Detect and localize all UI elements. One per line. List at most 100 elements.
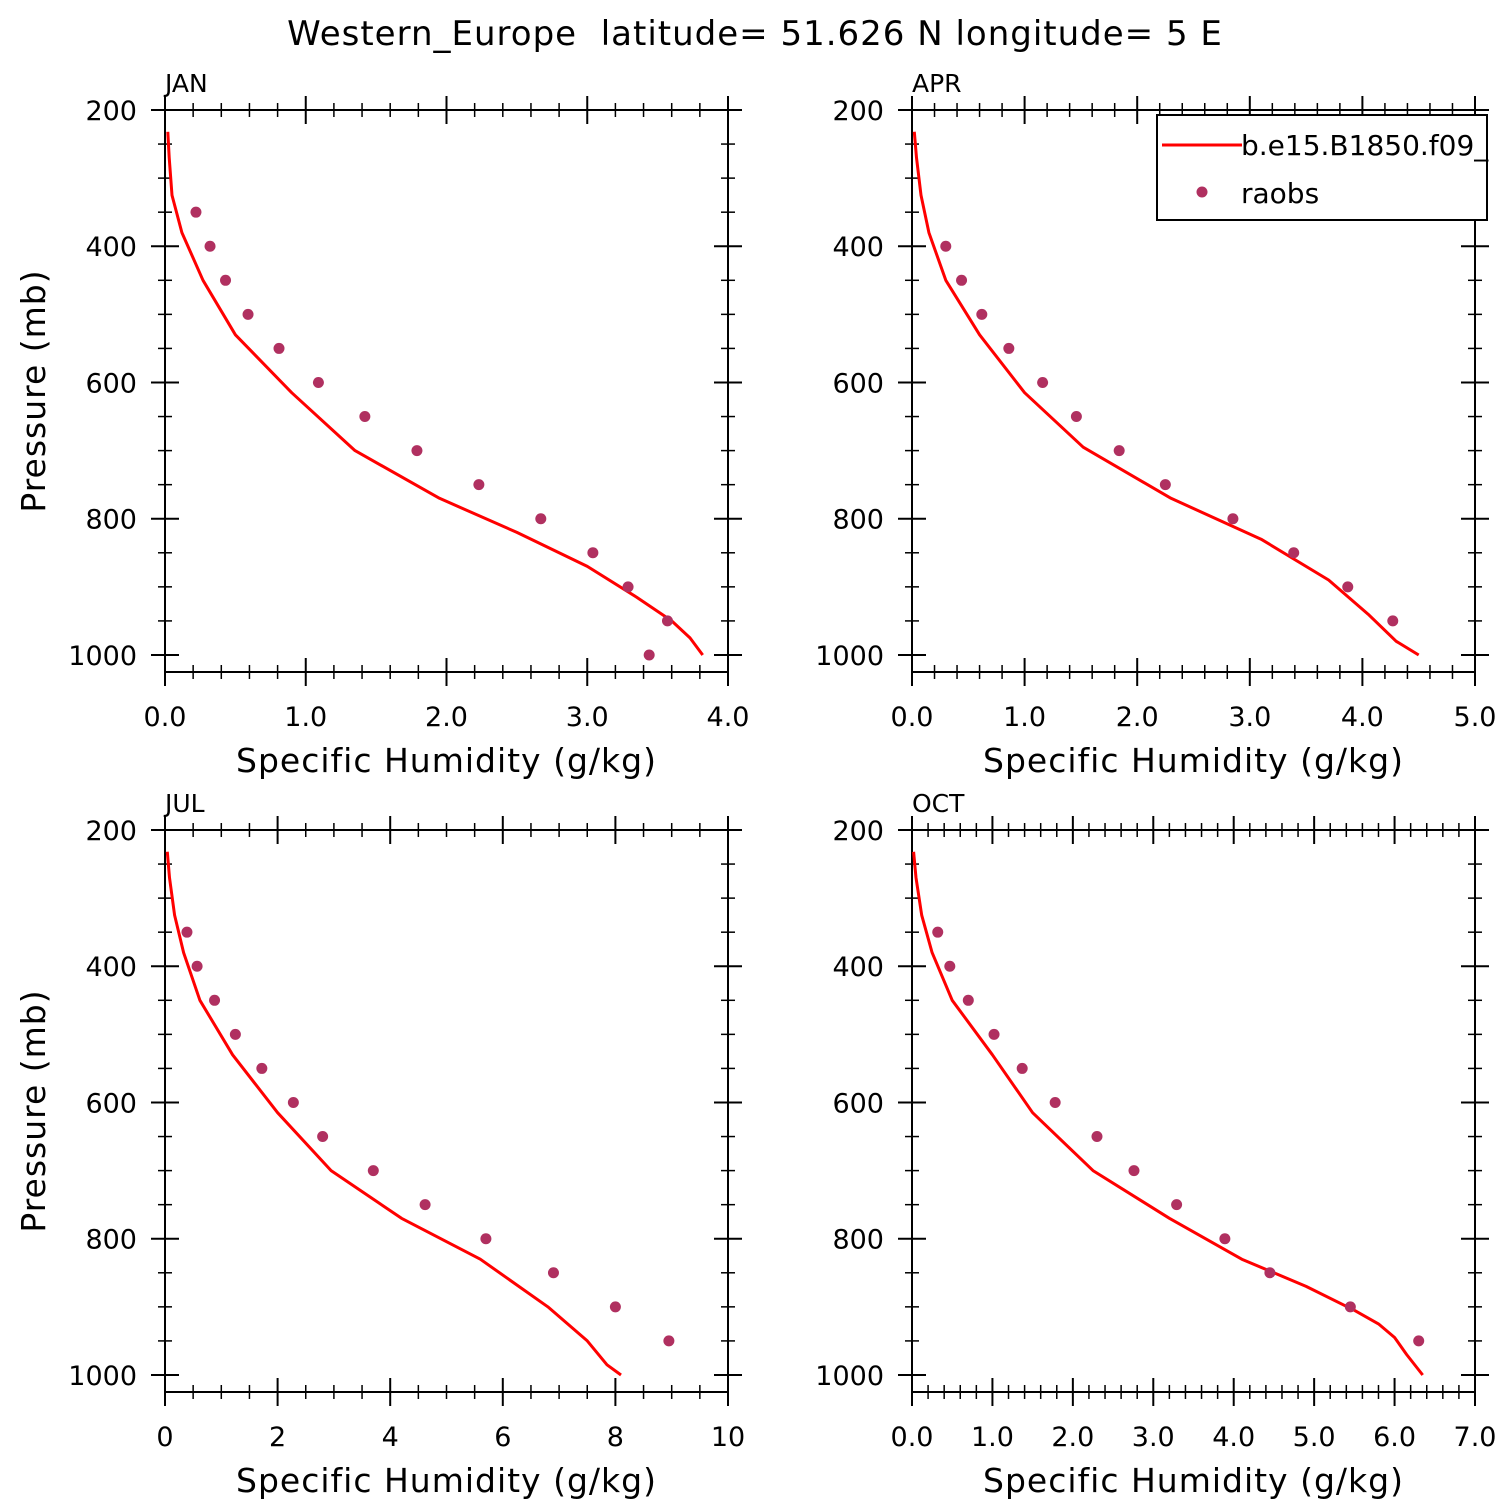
raobs-point xyxy=(663,1335,675,1347)
raobs-point xyxy=(181,926,193,938)
x-tick-label: 10 xyxy=(711,1422,745,1453)
x-tick-label: 1.0 xyxy=(1003,702,1046,733)
raobs-point xyxy=(1128,1165,1140,1177)
raobs-point xyxy=(242,308,254,320)
plot-frame xyxy=(911,109,1476,673)
raobs-point xyxy=(1159,479,1171,491)
raobs-point xyxy=(287,1096,299,1108)
y-tick-label: 1000 xyxy=(68,641,137,672)
model-profile-line xyxy=(912,131,1420,657)
y-tick-label: 800 xyxy=(832,1225,884,1256)
model-profile-line xyxy=(912,851,1424,1376)
x-tick-label: 4.0 xyxy=(707,702,750,733)
y-tick-label: 600 xyxy=(832,1088,884,1119)
y-tick-label: 800 xyxy=(85,505,137,536)
raobs-point xyxy=(190,206,202,218)
raobs-point xyxy=(609,1301,621,1313)
x-axis-label: Specific Humidity (g/kg) xyxy=(236,741,657,780)
panel-jul: JUL 200 400 600 800 1000 0 2 4 6 8 10 Specific Humid… xyxy=(14,789,745,1500)
y-tick-label: 1000 xyxy=(815,1361,884,1392)
raobs-point xyxy=(1016,1062,1028,1074)
raobs-point xyxy=(359,411,371,423)
y-tick-label: 600 xyxy=(832,368,884,399)
x-tick-label: 5.0 xyxy=(1454,702,1497,733)
x-tick-label: 8 xyxy=(607,1422,624,1453)
raobs-point xyxy=(1264,1267,1276,1279)
raobs-point xyxy=(1091,1131,1103,1143)
raobs-point xyxy=(988,1028,1000,1040)
y-tick-label: 600 xyxy=(85,368,137,399)
raobs-point xyxy=(587,547,599,559)
raobs-point xyxy=(1288,547,1300,559)
x-tick-label: 3.0 xyxy=(566,702,609,733)
y-tick-label: 200 xyxy=(85,816,137,847)
figure-title: Western_Europe latitude= 51.626 N longit… xyxy=(287,14,1223,54)
x-tick-label: 6 xyxy=(494,1422,511,1453)
x-tick-label: 4 xyxy=(382,1422,399,1453)
raobs-point xyxy=(661,615,673,627)
raobs-point xyxy=(962,994,974,1006)
x-tick-label: 2 xyxy=(269,1422,286,1453)
raobs-point xyxy=(480,1233,492,1245)
raobs-point xyxy=(1227,513,1239,525)
raobs-point xyxy=(273,342,285,354)
y-tick-label: 400 xyxy=(85,952,137,983)
y-tick-label: 600 xyxy=(85,1088,137,1119)
x-tick-label: 0.0 xyxy=(891,1422,934,1453)
raobs-point xyxy=(209,994,221,1006)
x-axis-label: Specific Humidity (g/kg) xyxy=(983,741,1404,780)
x-tick-label: 2.0 xyxy=(1116,702,1159,733)
x-tick-label: 1.0 xyxy=(971,1422,1014,1453)
panel-label: JUL xyxy=(163,789,205,818)
raobs-point xyxy=(547,1267,559,1279)
panel-label: JAN xyxy=(163,69,208,98)
raobs-point xyxy=(1037,376,1049,388)
raobs-point xyxy=(956,274,968,286)
legend-box xyxy=(1156,114,1488,221)
raobs-point xyxy=(317,1131,329,1143)
y-tick-label: 1000 xyxy=(815,641,884,672)
x-tick-label: 2.0 xyxy=(425,702,468,733)
y-tick-label: 400 xyxy=(832,232,884,263)
raobs-point xyxy=(220,274,232,286)
legend-model-label: b.e15.B1850.f09_ xyxy=(1241,129,1489,162)
y-tick-label: 1000 xyxy=(68,1361,137,1392)
raobs-point xyxy=(1344,1301,1356,1313)
legend-obs-label: raobs xyxy=(1241,177,1319,210)
raobs-point xyxy=(976,308,988,320)
raobs-point xyxy=(1413,1335,1425,1347)
y-axis-label: Pressure (mb) xyxy=(14,989,53,1232)
x-tick-label: 1.0 xyxy=(284,702,327,733)
y-tick-label: 200 xyxy=(832,816,884,847)
raobs-point xyxy=(535,513,547,525)
raobs-point xyxy=(191,960,203,972)
raobs-point xyxy=(940,240,952,252)
panel-label: APR xyxy=(912,69,962,98)
x-tick-label: 4.0 xyxy=(1341,702,1384,733)
x-tick-label: 0.0 xyxy=(144,702,187,733)
model-profile-line xyxy=(166,131,704,656)
plot-frame xyxy=(911,829,1476,1393)
raobs-point xyxy=(1113,445,1125,457)
x-tick-label: 7.0 xyxy=(1454,1422,1497,1453)
raobs-point xyxy=(1219,1233,1231,1245)
raobs-point xyxy=(643,649,655,661)
raobs-point xyxy=(1387,615,1399,627)
raobs-point xyxy=(419,1199,431,1211)
y-tick-label: 400 xyxy=(85,232,137,263)
raobs-point xyxy=(367,1165,379,1177)
x-tick-label: 0.0 xyxy=(891,702,934,733)
legend-dot-swatch xyxy=(1196,186,1208,198)
model-profile-line xyxy=(165,851,622,1377)
x-tick-label: 2.0 xyxy=(1051,1422,1094,1453)
x-tick-label: 6.0 xyxy=(1373,1422,1416,1453)
raobs-point xyxy=(622,581,634,593)
raobs-point xyxy=(473,479,485,491)
raobs-point xyxy=(204,240,216,252)
